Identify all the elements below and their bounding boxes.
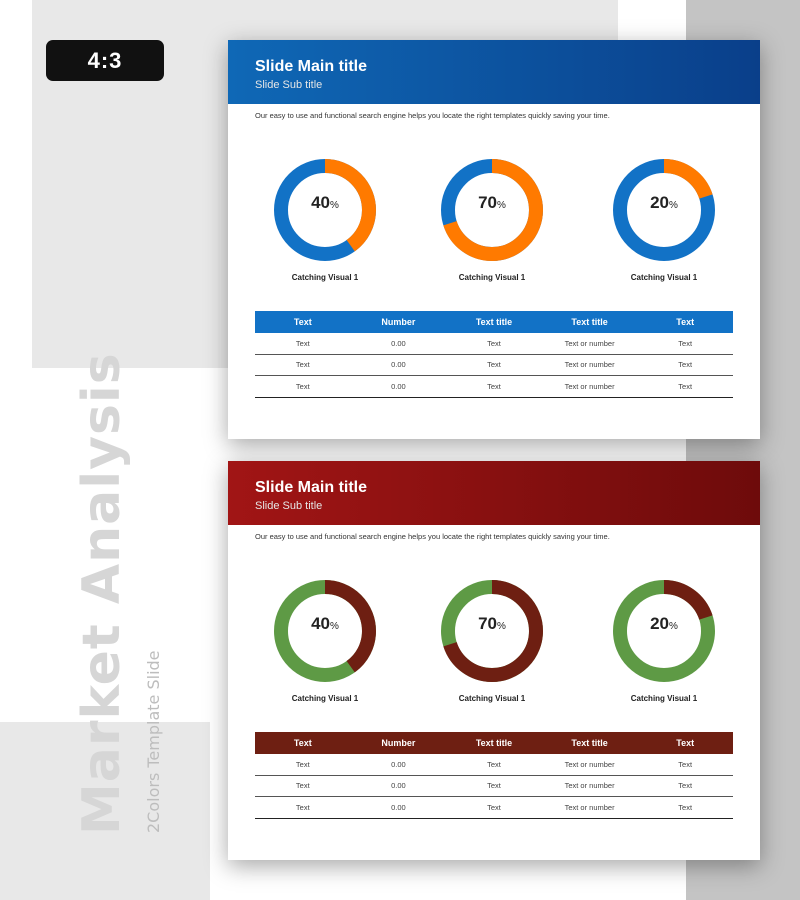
donut-ring: [274, 580, 376, 682]
background-strip: [0, 0, 32, 368]
slide-header: Slide Main title Slide Sub title: [228, 461, 760, 525]
donut-ring: [441, 159, 543, 261]
table-cell: Text: [295, 360, 310, 370]
aspect-ratio-badge: 4:3: [46, 40, 164, 81]
donut-ring: [441, 580, 543, 682]
table-header-cell: Text: [293, 317, 312, 327]
table-cell: Text: [295, 802, 310, 812]
slide-title: Slide Main title: [255, 479, 368, 496]
background-panel-bottom: [0, 722, 210, 900]
donut-chart: 40% Catching Visual 1: [270, 576, 380, 703]
donut-value: 40%: [311, 193, 339, 212]
table-cell: 0.00: [391, 360, 406, 370]
table-row: Text 0.00 Text Text or number Text: [255, 776, 733, 797]
table-cell: Text: [487, 360, 501, 370]
table-cell: Text: [678, 802, 693, 812]
donut-chart: 70% Catching Visual 1: [437, 155, 547, 282]
donut-ring: [613, 159, 715, 261]
table-cell: Text or number: [564, 802, 615, 812]
donut-chart: 20% Catching Visual 1: [609, 155, 719, 282]
table-cell: Text or number: [564, 338, 615, 348]
table-cell: Text or number: [564, 759, 615, 769]
table-header-cell: Text title: [475, 317, 513, 327]
table-cell: Text: [678, 381, 693, 391]
table-header-cell: Number: [381, 738, 416, 748]
table-cell: Text: [295, 381, 310, 391]
donut-label: Catching Visual 1: [291, 273, 359, 282]
table-cell: Text: [487, 802, 501, 812]
table-cell: Text: [678, 338, 693, 348]
slide-subtitle: Slide Sub title: [255, 500, 323, 512]
table-header-cell: Text title: [571, 317, 608, 327]
table-header-cell: Number: [381, 317, 416, 327]
slide-preview-red[interactable]: Slide Main title Slide Sub title Our eas…: [228, 461, 760, 860]
table-row: Text 0.00 Text Text or number Text: [255, 376, 733, 398]
table-cell: Text: [487, 381, 501, 391]
donut-label: Catching Visual 1: [630, 694, 698, 703]
table-header-cell: Text: [676, 317, 695, 327]
slide-title: Slide Main title: [255, 58, 368, 75]
slide-subtitle: Slide Sub title: [255, 79, 323, 91]
table-cell: Text: [295, 338, 310, 348]
side-subtitle: 2Colors Template Slide: [144, 650, 163, 833]
table-cell: Text: [487, 781, 501, 791]
table-cell: 0.00: [391, 338, 406, 348]
donut-value: 70%: [478, 614, 506, 633]
donut-value-segment: [441, 159, 543, 261]
slide-description: Our easy to use and functional search en…: [255, 111, 610, 120]
donut-value: 20%: [650, 193, 678, 212]
table-cell: 0.00: [391, 759, 406, 769]
donut-value: 70%: [478, 193, 506, 212]
table-cell: 0.00: [391, 381, 406, 391]
table-cell: Text: [295, 759, 310, 769]
table-cell: Text: [487, 338, 501, 348]
donut-value: 40%: [311, 614, 339, 633]
donut-value-segment: [613, 159, 715, 261]
side-title: Market Analysis: [72, 352, 132, 835]
table-row: Text 0.00 Text Text or number Text: [255, 333, 733, 355]
table-row: Text 0.00 Text Text or number Text: [255, 754, 733, 776]
slide-description: Our easy to use and functional search en…: [255, 532, 610, 541]
donut-ring: [613, 580, 715, 682]
table-cell: Text: [678, 360, 693, 370]
table-cell: Text or number: [564, 381, 615, 391]
data-table: Text Number Text title Text title Text T…: [255, 732, 733, 819]
table-header-cell: Text: [293, 738, 312, 748]
donut-label: Catching Visual 1: [291, 694, 359, 703]
table-cell: Text or number: [564, 360, 615, 370]
donut-chart: 40% Catching Visual 1: [270, 155, 380, 282]
donut-value: 20%: [650, 614, 678, 633]
donut-label: Catching Visual 1: [630, 273, 698, 282]
table-header: Text Number Text title Text title Text: [255, 732, 733, 754]
donut-value-segment: [274, 580, 376, 682]
table-cell: Text or number: [564, 781, 615, 791]
table-cell: Text: [678, 781, 693, 791]
table-header-cell: Text: [676, 738, 695, 748]
table-header-cell: Text title: [475, 738, 513, 748]
donut-label: Catching Visual 1: [458, 273, 526, 282]
donut-label: Catching Visual 1: [458, 694, 526, 703]
donut-value-segment: [613, 580, 715, 682]
donut-ring: [274, 159, 376, 261]
data-table: Text Number Text title Text title Text T…: [255, 311, 733, 398]
table-row: Text 0.00 Text Text or number Text: [255, 355, 733, 376]
table-row: Text 0.00 Text Text or number Text: [255, 797, 733, 819]
table-cell: Text: [295, 781, 310, 791]
table-cell: 0.00: [391, 802, 406, 812]
donut-chart: 20% Catching Visual 1: [609, 576, 719, 703]
donut-value-segment: [441, 580, 543, 682]
table-cell: Text: [487, 759, 501, 769]
slide-preview-blue[interactable]: Slide Main title Slide Sub title Our eas…: [228, 40, 760, 439]
donut-chart: 70% Catching Visual 1: [437, 576, 547, 703]
table-cell: Text: [678, 759, 693, 769]
donut-value-segment: [274, 159, 376, 261]
table-header: Text Number Text title Text title Text: [255, 311, 733, 333]
table-cell: 0.00: [391, 781, 406, 791]
table-header-cell: Text title: [571, 738, 608, 748]
slide-header: Slide Main title Slide Sub title: [228, 40, 760, 104]
